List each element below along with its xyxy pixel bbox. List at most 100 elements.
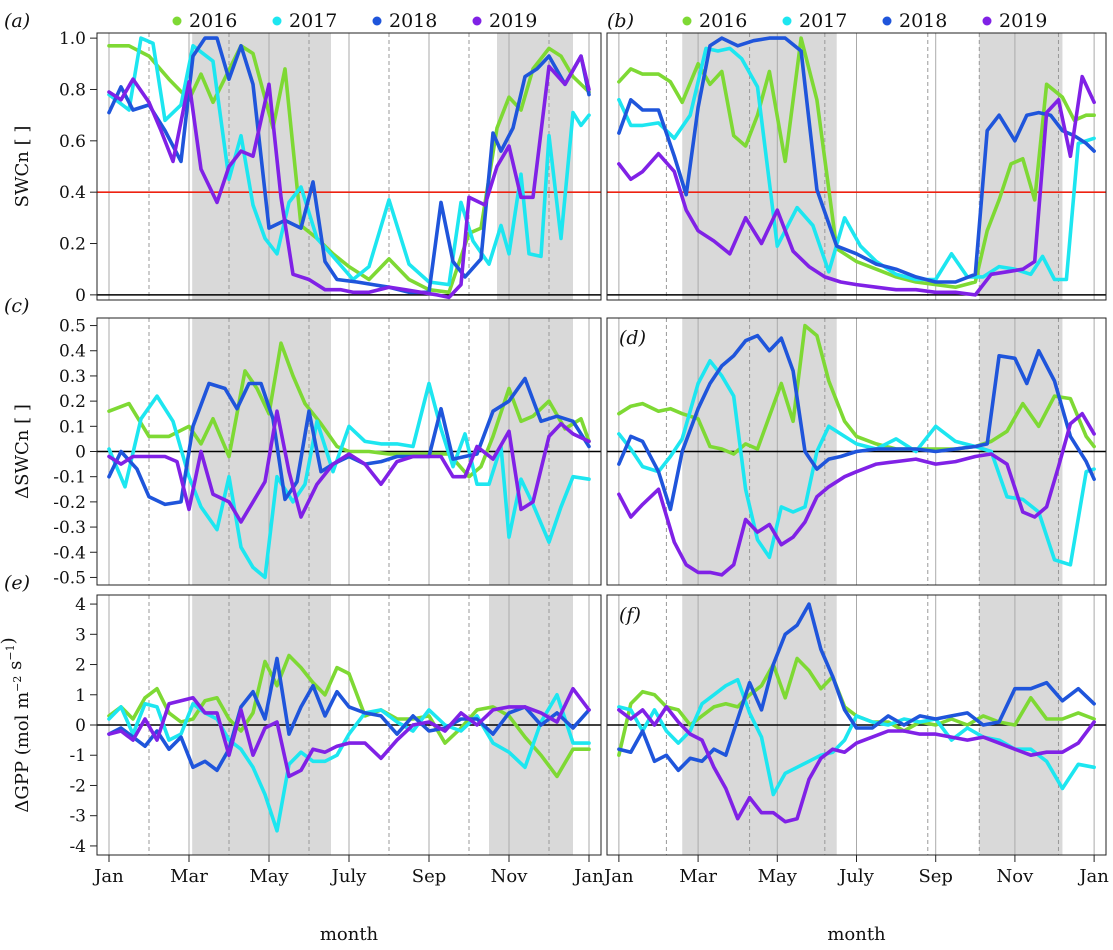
legend-marker-2018 — [372, 16, 382, 26]
x-tick-label: Nov — [997, 866, 1035, 887]
legend: 2016 2017 2018 2019 — [172, 10, 537, 32]
series-line-2018 — [617, 333, 1096, 512]
x-tick-label: May — [758, 866, 798, 887]
legend-marker-2019 — [472, 16, 482, 26]
x-tick-label: May — [249, 866, 289, 887]
y-tick-label: -0.2 — [53, 493, 86, 513]
y-tick-label: 0 — [75, 286, 86, 306]
series-line-2018 — [107, 656, 591, 773]
y-tick-label: 0.4 — [59, 342, 86, 362]
series-line-2018 — [617, 36, 1096, 284]
x-axis-label: month — [827, 924, 886, 945]
legend-marker-2018 — [882, 16, 892, 26]
y-tick-label: 1.0 — [59, 29, 86, 49]
y-tick-label: 1 — [75, 686, 86, 706]
series-line-2017 — [107, 36, 591, 287]
plot-area-f — [607, 595, 1106, 855]
series-line-2018 — [617, 602, 1096, 773]
x-axis-label: month — [320, 924, 379, 945]
panel-label: (d) — [619, 327, 646, 349]
legend-marker-2017 — [782, 16, 792, 26]
series-line-2019 — [617, 411, 1096, 577]
legend-label-2017: 2017 — [799, 10, 847, 32]
panel-e: -4 -3 -2 -1 0 1 2 3 4 ΔGPP (mol m−2 s−1) Jan Mar May… — [0, 572, 604, 945]
series-line-2017 — [617, 359, 1096, 567]
y-tick-label: -3 — [69, 807, 86, 827]
y-axis-label: ΔGPP (mol m−2 s−1) — [0, 637, 33, 812]
legend-marker-2016 — [682, 16, 692, 26]
series-line-2017 — [617, 46, 1096, 282]
x-tick-label: Nov — [491, 866, 529, 887]
series-line-2017 — [107, 693, 591, 833]
panel-f: Jan Mar May July Sep Nov Jan month (f) — [602, 594, 1109, 945]
x-tick-label: Mar — [170, 866, 208, 887]
series-line-2017 — [107, 381, 591, 580]
y-tick-label: 2 — [75, 656, 86, 676]
y-tick-label: 4 — [75, 595, 86, 615]
legend-marker-2016 — [172, 16, 182, 26]
plot-area-a — [97, 33, 601, 300]
series-line-2019 — [617, 74, 1096, 297]
y-tick-label: -2 — [69, 776, 86, 796]
series-line-2019 — [107, 54, 591, 300]
panel-label: (b) — [607, 10, 634, 32]
panel-frame — [96, 32, 602, 301]
panel-label: (e) — [4, 572, 30, 594]
panel-c: -0.5 -0.4 -0.3 -0.2 -0.1 0 0.1 0.2 0.3 0.4 0.5 ΔSWC… — [4, 295, 602, 588]
x-tick-label: Jan — [92, 866, 124, 887]
legend-label-2016: 2016 — [699, 10, 747, 32]
y-tick-label: -1 — [69, 746, 86, 766]
y-axis-label: SWCn [ ] — [12, 126, 33, 208]
x-tick-label: Jan — [572, 866, 604, 887]
legend-label-2017: 2017 — [289, 10, 337, 32]
x-tick-label: July — [330, 866, 368, 887]
y-tick-label: -4 — [69, 837, 86, 857]
y-tick-label: 0.1 — [59, 417, 86, 437]
legend-marker-2019 — [982, 16, 992, 26]
series-line-2019 — [107, 409, 591, 524]
x-tick-label: Jan — [1077, 866, 1109, 887]
x-tick-label: Sep — [412, 866, 447, 887]
plot-area-b — [607, 33, 1106, 300]
y-tick-label: 0 — [75, 716, 86, 736]
shaded-period — [979, 33, 1063, 300]
panel-label: (c) — [4, 295, 29, 317]
y-tick-label: 0.2 — [59, 235, 86, 255]
panel-b: (b) 2016 2017 2018 2019 — [606, 10, 1107, 301]
legend-label-2019: 2019 — [489, 10, 537, 32]
legend-marker-2017 — [272, 16, 282, 26]
series-line-2016 — [107, 341, 591, 479]
plot-area-e — [97, 595, 601, 855]
y-axis-label: ΔSWCn [ ] — [12, 404, 33, 499]
y-tick-label: 0.6 — [59, 132, 86, 152]
y-tick-label: -0.3 — [53, 518, 86, 538]
panel-frame — [606, 317, 1107, 586]
y-tick-label: 0 — [75, 443, 86, 463]
y-tick-label: 0.3 — [59, 367, 86, 387]
panel-frame — [606, 32, 1107, 301]
x-tick-label: July — [837, 866, 875, 887]
y-tick-label: 0.4 — [59, 183, 86, 203]
x-tick-label: Sep — [918, 866, 953, 887]
series-line-2019 — [617, 705, 1096, 824]
panel-d: (d) — [606, 317, 1107, 586]
y-tick-label: -0.5 — [53, 568, 86, 588]
y-tick-label: 0.8 — [59, 80, 86, 100]
y-tick-label: -0.1 — [53, 468, 86, 488]
x-tick-label: Jan — [602, 866, 634, 887]
legend-label-2019: 2019 — [999, 10, 1047, 32]
legend-label-2018: 2018 — [899, 10, 947, 32]
series-line-2019 — [107, 686, 591, 779]
y-tick-label: 0.2 — [59, 392, 86, 412]
series-line-2018 — [107, 36, 591, 295]
plot-area-c — [97, 318, 601, 585]
panel-label: (a) — [4, 10, 30, 32]
x-tick-label: Mar — [679, 866, 717, 887]
plot-area-d — [607, 318, 1106, 585]
legend-label-2016: 2016 — [189, 10, 237, 32]
y-tick-label: 3 — [75, 625, 86, 645]
series-line-2016 — [617, 656, 1096, 757]
